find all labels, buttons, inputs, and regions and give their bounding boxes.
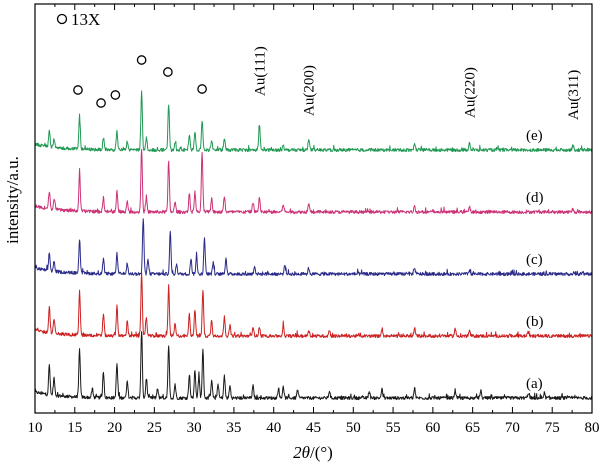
series-label-b: (b) <box>526 314 544 330</box>
au-peak-label: Au(111) <box>252 46 268 96</box>
x-tick-label: 20 <box>107 420 122 436</box>
peak-marker-circle <box>163 67 173 77</box>
x-tick-label: 25 <box>147 420 162 436</box>
series-label-e: (e) <box>526 128 543 144</box>
y-axis-label: intensity/a.u. <box>3 156 22 244</box>
x-axis-unit: /(°) <box>310 443 333 462</box>
series-label-a: (a) <box>526 376 543 392</box>
peak-marker-circle <box>73 85 83 95</box>
annotation-layer: Au(111) Au(200) Au(220) Au(311) 13X <box>56 10 582 120</box>
x-tick-label: 50 <box>346 420 361 436</box>
series-layer: (a) (b) (c) (d) (e) <box>34 90 593 401</box>
legend-circle-icon <box>56 13 68 25</box>
legend-label: 13X <box>71 10 100 29</box>
x-tick-label: 40 <box>266 420 281 436</box>
series-line-e <box>34 90 593 153</box>
peak-marker-circle <box>136 55 147 65</box>
x-tick-label: 30 <box>187 420 202 436</box>
x-tick-label: 75 <box>545 420 560 436</box>
x-tick-label: 80 <box>585 420 600 436</box>
axis-layer: 10 15 20 25 30 35 40 45 50 55 60 65 70 75 80 2θ/(°) inte… <box>3 3 600 462</box>
series-label-c: (c) <box>526 252 543 268</box>
series-line-a <box>34 330 593 401</box>
x-tick-label: 65 <box>465 420 480 436</box>
series-line-b <box>34 272 593 339</box>
x-tick-label: 45 <box>306 420 321 436</box>
au-peak-label: Au(200) <box>302 65 318 116</box>
x-tick-label: 15 <box>67 420 82 436</box>
x-axis-label: 2θ/(°) <box>293 443 333 462</box>
au-peak-label: Au(311) <box>566 70 582 120</box>
series-label-d: (d) <box>526 190 544 206</box>
x-tick-label: 60 <box>425 420 440 436</box>
peak-marker-circle <box>96 98 106 108</box>
peak-marker-circle <box>110 90 121 100</box>
x-axis-symbol: 2θ <box>293 443 310 462</box>
x-tick-label: 70 <box>505 420 520 436</box>
au-peak-label: Au(220) <box>462 67 478 118</box>
x-tick-label: 35 <box>226 420 241 436</box>
x-tick-label: 55 <box>386 420 401 436</box>
peak-marker-circle <box>197 84 207 94</box>
series-line-c <box>34 218 593 277</box>
x-tick-label: 10 <box>28 420 43 436</box>
series-line-d <box>34 148 593 215</box>
